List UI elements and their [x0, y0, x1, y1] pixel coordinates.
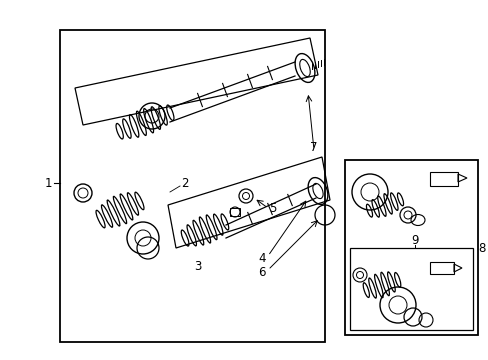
Bar [349, 248, 472, 330]
Text: 8: 8 [477, 242, 485, 255]
Text: 9: 9 [410, 234, 418, 247]
Bar [60, 30, 325, 342]
Bar [429, 262, 453, 274]
Text: 4: 4 [258, 252, 265, 265]
Text: 2: 2 [181, 176, 188, 189]
Bar [345, 160, 477, 335]
Text: 3: 3 [194, 261, 201, 274]
Text: 7: 7 [309, 140, 317, 153]
Text: 5: 5 [269, 202, 276, 215]
Text: 6: 6 [258, 266, 265, 279]
Text: 1: 1 [44, 176, 52, 189]
Bar [429, 172, 457, 186]
Bar [229, 208, 240, 216]
